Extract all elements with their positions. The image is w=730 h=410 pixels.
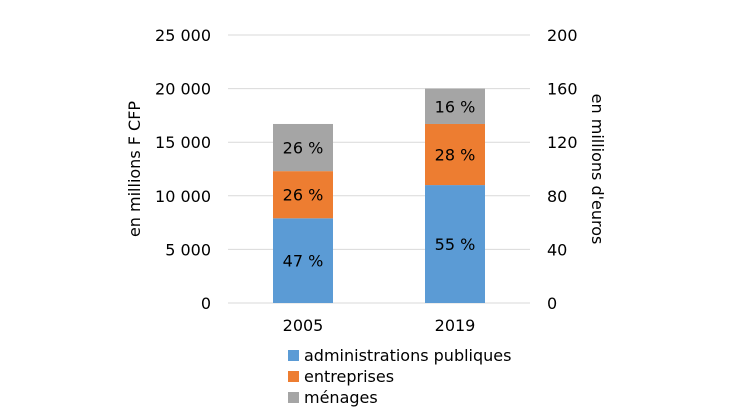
x-tick-label: 2005 — [283, 316, 324, 335]
y2-tick-label: 40 — [547, 240, 567, 259]
y2-tick-label: 80 — [547, 187, 567, 206]
legend-swatch-entreprises — [288, 371, 299, 382]
y2-axis-title: en millions d'euros — [588, 94, 607, 245]
bar-segment — [273, 218, 333, 303]
y2-tick-label: 120 — [547, 133, 578, 152]
legend-swatch-menages — [288, 392, 299, 403]
legend-swatch-administrations — [288, 350, 299, 361]
y-tick-label: 25 000 — [155, 26, 211, 45]
data-label: 26 % — [283, 139, 324, 158]
legend-label-administrations: administrations publiques — [304, 346, 512, 365]
data-label: 16 % — [435, 97, 476, 116]
y2-tick-label: 0 — [547, 294, 557, 313]
y-tick-label: 10 000 — [155, 187, 211, 206]
legend-item-administrations: administrations publiques — [288, 345, 511, 366]
legend-item-entreprises: entreprises — [288, 366, 511, 387]
y-axis-title: en millions F CFP — [125, 101, 144, 237]
y2-tick-label: 160 — [547, 80, 578, 99]
bar-segment — [273, 123, 333, 172]
data-label: 55 % — [435, 235, 476, 254]
legend-label-menages: ménages — [304, 388, 378, 407]
bar-segment — [273, 171, 333, 219]
bar-segment — [425, 123, 485, 186]
y-tick-label: 0 — [201, 294, 211, 313]
data-label: 47 % — [283, 252, 324, 271]
legend-item-menages: ménages — [288, 387, 511, 408]
y-tick-label: 20 000 — [155, 80, 211, 99]
x-tick-label: 2019 — [435, 316, 476, 335]
bar-segment — [425, 88, 485, 124]
legend-label-entreprises: entreprises — [304, 367, 395, 386]
legend: administrations publiques entreprises mé… — [288, 345, 511, 408]
data-label: 28 % — [435, 146, 476, 165]
bar-segment — [425, 185, 485, 303]
y-tick-label: 15 000 — [155, 133, 211, 152]
y-tick-label: 5 000 — [165, 240, 211, 259]
data-label: 26 % — [283, 186, 324, 205]
y2-tick-label: 200 — [547, 26, 578, 45]
